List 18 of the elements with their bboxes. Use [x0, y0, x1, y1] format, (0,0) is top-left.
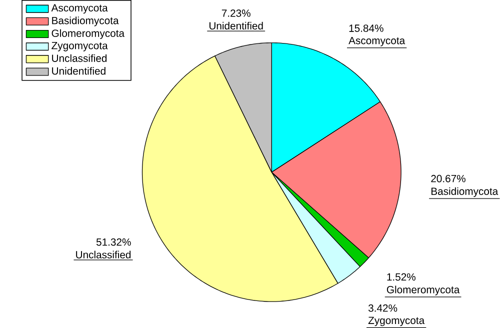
data-label: 7.23% — [222, 9, 250, 17]
slice-label: Zygomycota — [368, 316, 425, 326]
slice-label: Ascomycota — [348, 36, 406, 46]
legend-label: Basidiomycota — [52, 16, 119, 26]
legend-label: Unclassified — [52, 54, 107, 62]
slice-label: Glomeromycota — [386, 286, 460, 296]
legend-label: Ascomycota — [51, 4, 108, 14]
legend-label: Unidentified — [52, 67, 106, 75]
data-label: 1.52% — [387, 273, 416, 281]
legend-label: Glomeromycota — [52, 29, 125, 39]
slice-label: Basidiomycota — [431, 187, 498, 198]
data-label: 15.84% — [349, 24, 384, 32]
slice-label: Unidentified — [209, 22, 263, 30]
legend-label: Zygomycota — [52, 42, 108, 52]
data-label: 3.42% — [368, 304, 398, 312]
data-label: 20.67% — [431, 174, 466, 182]
data-label: 51.32% — [96, 238, 131, 246]
slice-label: Unclassified — [76, 250, 131, 258]
